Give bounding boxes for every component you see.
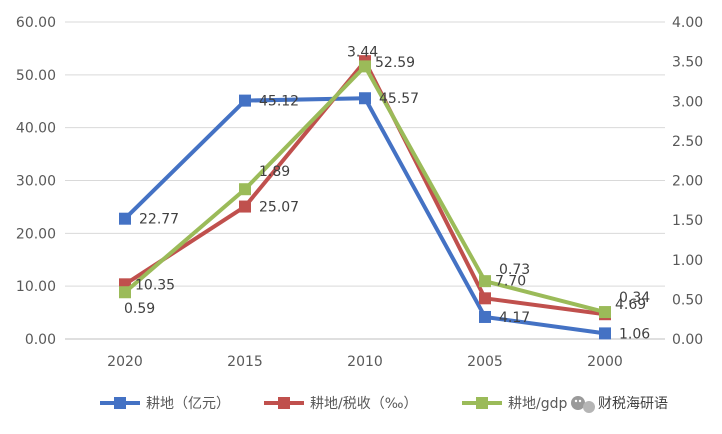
y-right-tick-label: 1.00 — [672, 253, 703, 269]
data-point-marker — [479, 310, 491, 323]
y-right-tick-label: 4.00 — [672, 15, 703, 31]
data-label: 22.77 — [139, 212, 179, 228]
legend: 耕地（亿元） 耕地/税收（‰） 耕地/gdp — [100, 395, 567, 412]
y-right-tick-label: 0.50 — [672, 292, 703, 308]
y-right-tick-label: 1.50 — [672, 213, 703, 229]
legend-marker — [476, 397, 488, 409]
watermark: 财税海研语 — [571, 396, 668, 413]
x-axis: 2020 2015 2010 2005 2000 — [107, 354, 623, 370]
data-point-marker — [599, 327, 611, 340]
y-right-tick-label: 0.00 — [672, 332, 703, 348]
data-label: 7.70 — [495, 273, 526, 289]
data-label: 25.07 — [259, 200, 299, 216]
data-point-marker — [479, 292, 491, 305]
legend-label: 耕地（亿元） — [146, 395, 230, 412]
legend-label: 耕地/gdp — [508, 395, 567, 412]
legend-marker — [114, 397, 126, 409]
data-label: 3.44 — [347, 44, 378, 60]
data-point-marker — [119, 212, 131, 225]
x-tick-label: 2020 — [107, 354, 143, 370]
data-label: 45.57 — [379, 91, 419, 107]
data-label: 4.69 — [615, 297, 646, 313]
legend-label: 耕地/税收（‰） — [310, 395, 418, 412]
data-label: 52.59 — [375, 55, 415, 71]
y-right-tick-label: 2.00 — [672, 174, 703, 190]
data-point-marker — [359, 60, 371, 73]
data-label: 10.35 — [135, 277, 175, 293]
y-left-tick-label: 20.00 — [16, 226, 56, 242]
data-point-marker — [359, 92, 371, 105]
legend-marker — [278, 397, 290, 409]
data-point-marker — [479, 275, 491, 288]
x-tick-label: 2000 — [587, 354, 623, 370]
data-label: 45.12 — [259, 94, 299, 110]
data-label: 1.89 — [259, 164, 290, 180]
data-point-marker — [239, 94, 251, 107]
y-right-tick-label: 3.50 — [672, 55, 703, 71]
data-label: 4.17 — [499, 310, 530, 326]
y-left-tick-label: 50.00 — [16, 68, 56, 84]
y-right-tick-label: 3.00 — [672, 94, 703, 110]
x-tick-label: 2005 — [467, 354, 503, 370]
data-label: 0.34 — [619, 290, 650, 306]
y-left-tick-label: 60.00 — [16, 15, 56, 31]
y-right-tick-label: 2.50 — [672, 134, 703, 150]
y-left-tick-label: 30.00 — [16, 174, 56, 190]
y-axis-left: 0.00 10.00 20.00 30.00 40.00 50.00 60.00 — [16, 15, 56, 348]
data-point-marker — [119, 286, 131, 299]
y-left-tick-label: 0.00 — [25, 332, 56, 348]
data-label: 0.59 — [124, 301, 155, 317]
y-left-tick-label: 40.00 — [16, 121, 56, 137]
data-label: 0.73 — [499, 262, 530, 278]
data-point-marker — [239, 200, 251, 213]
data-point-marker — [599, 306, 611, 319]
data-labels: 22.77 45.12 45.57 4.17 1.06 10.35 25.07 52.59 7.… — [124, 44, 650, 342]
series-line — [123, 96, 607, 336]
y-axis-right: 0.00 0.50 1.00 1.50 2.00 2.50 3.00 3.50 4.00 — [672, 15, 703, 348]
x-tick-label: 2010 — [347, 354, 383, 370]
y-left-tick-label: 10.00 — [16, 279, 56, 295]
data-label: 1.06 — [619, 326, 650, 342]
wechat-icon — [571, 396, 595, 413]
series-lines — [119, 55, 611, 340]
x-tick-label: 2015 — [227, 354, 263, 370]
data-point-marker — [239, 183, 251, 196]
watermark-text: 财税海研语 — [598, 396, 668, 412]
